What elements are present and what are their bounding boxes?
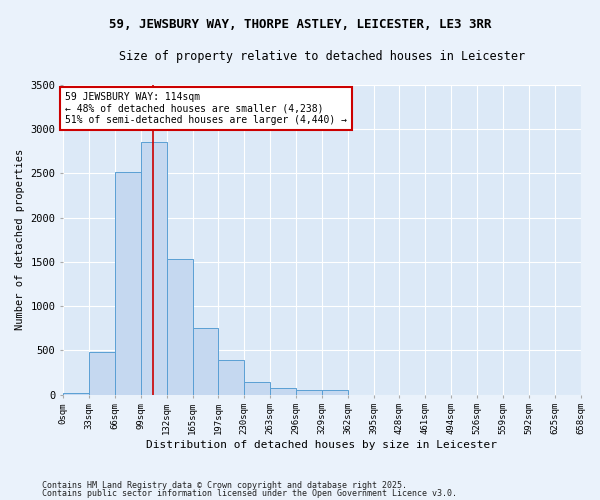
- Text: 59 JEWSBURY WAY: 114sqm
← 48% of detached houses are smaller (4,238)
51% of semi: 59 JEWSBURY WAY: 114sqm ← 48% of detache…: [65, 92, 347, 126]
- Text: 59, JEWSBURY WAY, THORPE ASTLEY, LEICESTER, LE3 3RR: 59, JEWSBURY WAY, THORPE ASTLEY, LEICEST…: [109, 18, 491, 30]
- Bar: [193, 328, 218, 394]
- X-axis label: Distribution of detached houses by size in Leicester: Distribution of detached houses by size …: [146, 440, 497, 450]
- Bar: [244, 382, 270, 394]
- Text: Contains HM Land Registry data © Crown copyright and database right 2025.: Contains HM Land Registry data © Crown c…: [42, 480, 407, 490]
- Title: Size of property relative to detached houses in Leicester: Size of property relative to detached ho…: [119, 50, 525, 63]
- Bar: [296, 390, 322, 394]
- Y-axis label: Number of detached properties: Number of detached properties: [15, 149, 25, 330]
- Bar: [141, 142, 167, 394]
- Bar: [270, 388, 296, 394]
- Bar: [89, 352, 115, 395]
- Text: Contains public sector information licensed under the Open Government Licence v3: Contains public sector information licen…: [42, 490, 457, 498]
- Bar: [167, 259, 193, 394]
- Bar: [63, 393, 89, 394]
- Bar: [115, 172, 141, 394]
- Bar: [322, 390, 348, 394]
- Bar: [218, 360, 244, 394]
